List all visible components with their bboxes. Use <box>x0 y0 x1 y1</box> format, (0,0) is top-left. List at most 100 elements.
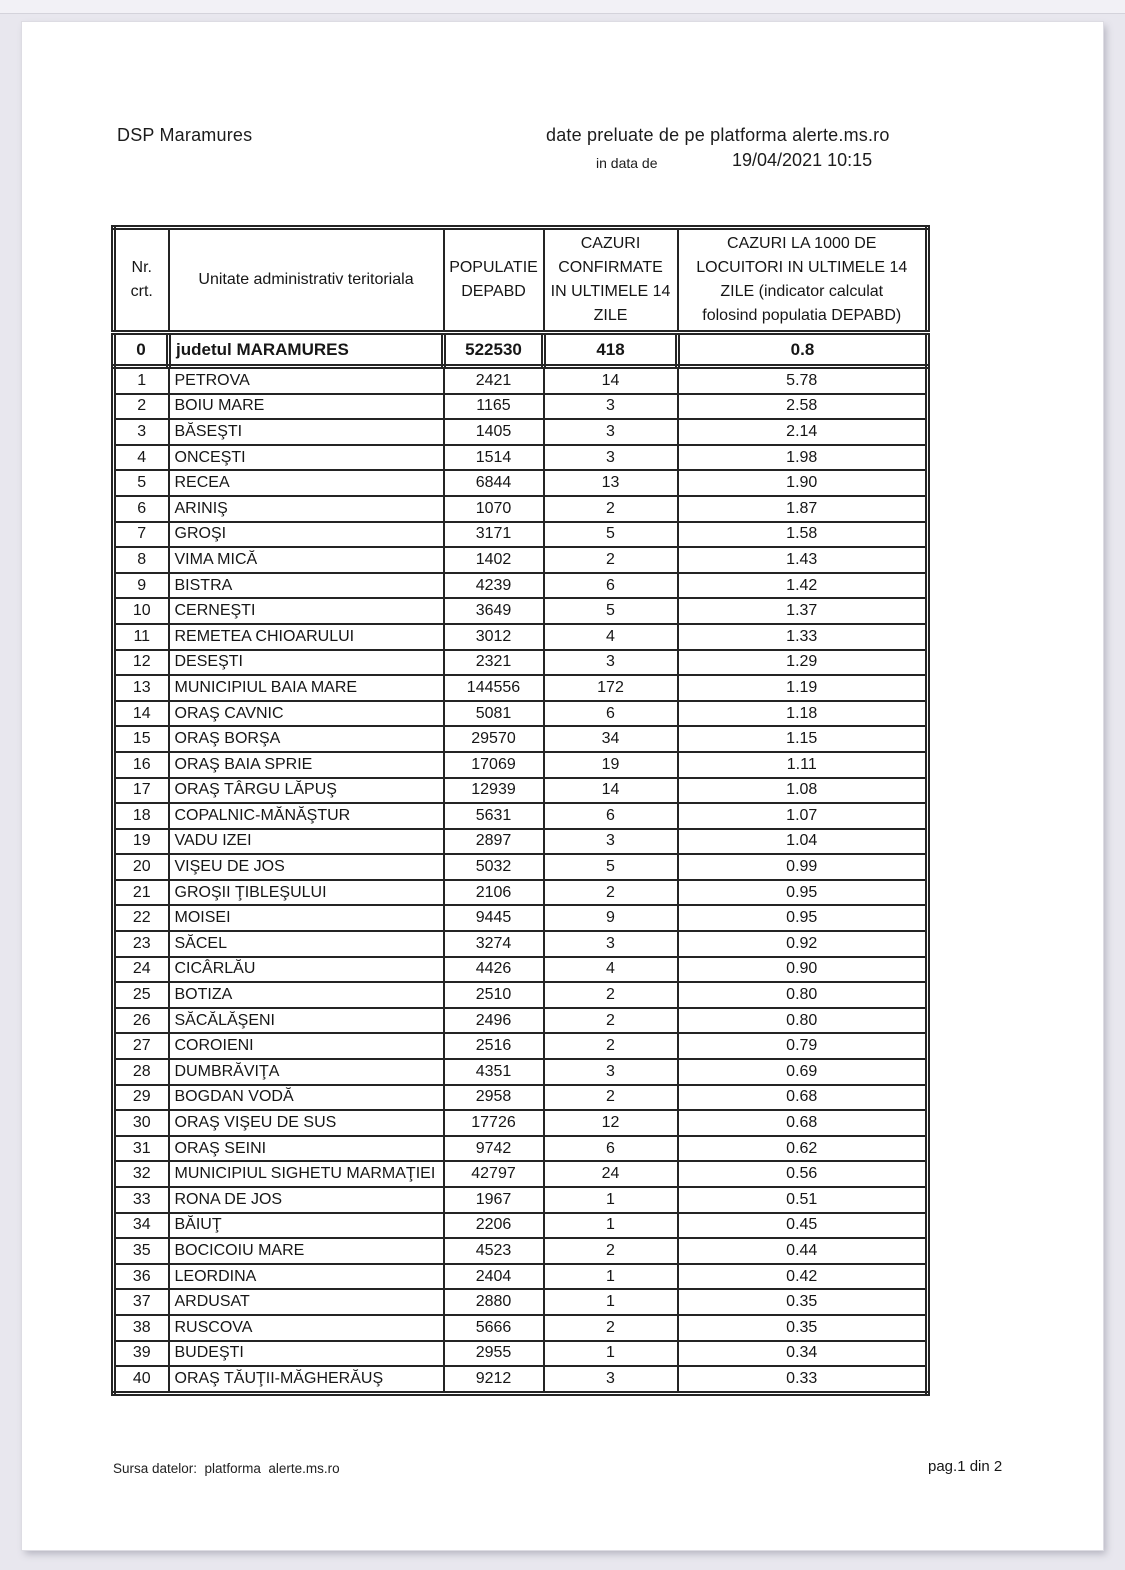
cell-cases: 14 <box>542 776 679 805</box>
cell-cases: 2 <box>542 981 679 1009</box>
cell-cases: 172 <box>542 674 679 702</box>
cell-uat-name: PETROVA <box>167 365 445 395</box>
cell-rate: 1.29 <box>676 648 929 677</box>
table-row: 23 SĂCEL 3274 3 0.92 <box>112 930 929 958</box>
col-header-population: POPULATIE DEPABD <box>442 226 545 335</box>
cell-rate: 0.56 <box>676 1160 929 1188</box>
cell-uat-name: RECEA <box>167 469 445 497</box>
col-header-confirmed-cases: CAZURI CONFIRMATE IN ULTIMELE 14 ZILE <box>542 226 679 335</box>
cell-uat-name: VIMA MICĂ <box>167 546 445 574</box>
cell-nr: 5 <box>112 469 170 497</box>
cell-cases: 14 <box>542 365 679 395</box>
cell-cases: 1 <box>542 1211 679 1240</box>
cell-uat-name: BOIU MARE <box>167 392 445 421</box>
cell-nr: 30 <box>112 1109 170 1137</box>
cell-rate: 5.78 <box>676 365 929 395</box>
cell-nr: 35 <box>112 1237 170 1265</box>
cell-population: 3171 <box>442 520 545 549</box>
cell-rate: 1.43 <box>676 546 929 574</box>
cell-population: 5666 <box>442 1313 545 1342</box>
cell-population: 5631 <box>442 802 545 830</box>
cell-nr: 27 <box>112 1032 170 1061</box>
cell-uat-name: BOGDAN VODĂ <box>167 1083 445 1112</box>
cell-nr: 10 <box>112 597 170 625</box>
cell-uat-name: ONCEŞTI <box>167 443 445 472</box>
cell-population: 2421 <box>442 365 545 395</box>
cell-uat-name: CICÂRLĂU <box>167 955 445 984</box>
cell-rate: 0.68 <box>676 1109 929 1137</box>
table-row: 30 ORAŞ VIŞEU DE SUS 17726 12 0.68 <box>112 1109 929 1137</box>
cell-rate: 1.15 <box>676 725 929 753</box>
table-row: 11 REMETEA CHIOARULUI 3012 4 1.33 <box>112 622 929 651</box>
table-row: 38 RUSCOVA 5666 2 0.35 <box>112 1313 929 1342</box>
cell-population: 3012 <box>442 622 545 651</box>
cell-rate: 1.07 <box>676 802 929 830</box>
cell-nr: 26 <box>112 1006 170 1035</box>
cell-cases: 1 <box>542 1186 679 1214</box>
cell-rate: 0.68 <box>676 1083 929 1112</box>
cell-nr: 37 <box>112 1288 170 1316</box>
cell-rate: 2.58 <box>676 392 929 421</box>
cell-nr: 22 <box>112 904 170 933</box>
cell-cases: 2 <box>542 546 679 574</box>
table-row: 10 CERNEŞTI 3649 5 1.37 <box>112 597 929 625</box>
cell-rate: 1.08 <box>676 776 929 805</box>
cell-uat-name: REMETEA CHIOARULUI <box>167 622 445 651</box>
col-header-uat: Unitate administrativ teritoriala <box>167 226 445 335</box>
cell-uat-name: BOTIZA <box>167 981 445 1009</box>
cell-nr: 8 <box>112 546 170 574</box>
table-row: 31 ORAŞ SEINI 9742 6 0.62 <box>112 1134 929 1163</box>
cell-rate: 0.51 <box>676 1186 929 1214</box>
cell-rate: 1.18 <box>676 699 929 728</box>
table-row: 19 VADU IZEI 2897 3 1.04 <box>112 827 929 856</box>
cell-nr: 15 <box>112 725 170 753</box>
table-row: 16 ORAŞ BAIA SPRIE 17069 19 1.11 <box>112 750 929 779</box>
cell-rate: 1.42 <box>676 571 929 600</box>
cell-cases: 6 <box>542 802 679 830</box>
cell-nr: 6 <box>112 494 170 523</box>
cell-cases: 6 <box>542 571 679 600</box>
cell-nr: 21 <box>112 878 170 907</box>
cell-nr: 12 <box>112 648 170 677</box>
cell-population: 3649 <box>442 597 545 625</box>
document-page: DSP Maramures date preluate de pe platfo… <box>22 22 1103 1550</box>
cell-rate: 0.90 <box>676 955 929 984</box>
cell-rate: 1.11 <box>676 750 929 779</box>
cell-population: 2496 <box>442 1006 545 1035</box>
cell-cases: 3 <box>542 443 679 472</box>
cell-uat-name: GROŞII ŢIBLEŞULUI <box>167 878 445 907</box>
cell-nr: 3 <box>112 418 170 446</box>
cell-rate: 1.87 <box>676 494 929 523</box>
table-row: 6 ARINIŞ 1070 2 1.87 <box>112 494 929 523</box>
cell-population: 2880 <box>442 1288 545 1316</box>
cell-nr: 40 <box>112 1365 170 1395</box>
cell-nr: 36 <box>112 1262 170 1291</box>
table-row: 26 SĂCĂLĂŞENI 2496 2 0.80 <box>112 1006 929 1035</box>
table-row: 8 VIMA MICĂ 1402 2 1.43 <box>112 546 929 574</box>
cell-nr: 32 <box>112 1160 170 1188</box>
cell-uat-name: BOCICOIU MARE <box>167 1237 445 1265</box>
cell-population: 2516 <box>442 1032 545 1061</box>
cell-uat-name: LEORDINA <box>167 1262 445 1291</box>
cell-rate: 0.42 <box>676 1262 929 1291</box>
cell-cases: 2 <box>542 1032 679 1061</box>
cell-population: 2897 <box>442 827 545 856</box>
cell-population: 17726 <box>442 1109 545 1137</box>
cases-table: Nr. crt. Unitate administrativ teritoria… <box>111 225 930 1396</box>
cell-rate: 1.98 <box>676 443 929 472</box>
cell-population: 144556 <box>442 674 545 702</box>
table-header-row: Nr. crt. Unitate administrativ teritoria… <box>112 226 929 335</box>
cell-cases: 2 <box>542 878 679 907</box>
report-datetime: 19/04/2021 10:15 <box>732 150 873 170</box>
cell-uat-name: BĂSEŞTI <box>167 418 445 446</box>
cell-uat-name: VADU IZEI <box>167 827 445 856</box>
cell-population: 42797 <box>442 1160 545 1188</box>
cell-uat-name: ORAŞ TÂRGU LĂPUŞ <box>167 776 445 805</box>
cell-rate: 0.62 <box>676 1134 929 1163</box>
cell-nr: 38 <box>112 1313 170 1342</box>
cell-nr: 34 <box>112 1211 170 1240</box>
table-row: 17 ORAŞ TÂRGU LĂPUŞ 12939 14 1.08 <box>112 776 929 805</box>
cell-cases: 4 <box>542 622 679 651</box>
cell-cases: 2 <box>542 1237 679 1265</box>
cell-rate: 2.14 <box>676 418 929 446</box>
